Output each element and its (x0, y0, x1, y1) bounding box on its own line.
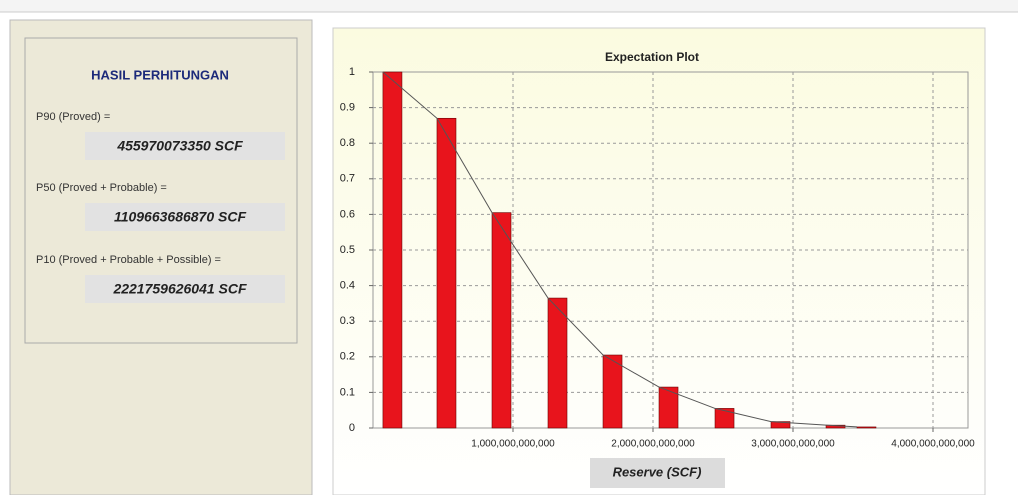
result-label: P10 (Proved + Probable + Possible) = (36, 254, 221, 266)
bar (770, 421, 791, 429)
curve (382, 71, 858, 428)
chart-title: Expectation Plot (605, 50, 699, 64)
y-tick-label: 0 (349, 422, 355, 434)
y-tick-label: 0.4 (340, 280, 355, 292)
bar (602, 354, 623, 429)
x-tick-label: 3,000,000,000,000 (751, 439, 835, 450)
y-tick-label: 0.2 (340, 351, 355, 363)
x-label-box (590, 458, 725, 488)
y-tick-label: 0.5 (340, 244, 355, 256)
bar (547, 297, 568, 429)
y-tick-label: 0.1 (340, 386, 355, 398)
bar (491, 212, 512, 429)
panel-title: HASIL PERHITUNGAN (91, 67, 229, 82)
result-box (85, 275, 285, 303)
result-label: P50 (Proved + Probable) = (36, 182, 167, 194)
result-box (85, 132, 285, 160)
y-tick-label: 0.3 (340, 315, 355, 327)
x-tick-label: 2,000,000,000,000 (611, 439, 695, 450)
result-label: P90 (Proved) = (36, 111, 110, 123)
result-box (85, 203, 285, 231)
bar (658, 386, 679, 429)
x-tick-label: 1,000,000,000,000 (471, 439, 555, 450)
y-tick-label: 0.9 (340, 102, 355, 114)
y-tick-label: 0.6 (340, 208, 355, 220)
y-tick-label: 0.7 (340, 173, 355, 185)
y-tick-label: 0.8 (340, 137, 355, 149)
bar (436, 117, 457, 429)
plot: 0 0.1 0.2 0.3 0.4 0.5 0.6 0.7 0.8 0.9 1 1,000,000,0… (340, 66, 975, 450)
bar (714, 408, 735, 429)
y-tick-label: 1 (349, 66, 355, 78)
result-value: 2221759626041 SCF (112, 281, 247, 297)
bar (856, 426, 877, 429)
tab-strip (0, 0, 1018, 12)
result-value: 1109663686870 SCF (114, 209, 247, 225)
bar (382, 71, 403, 429)
result-value: 455970073350 SCF (116, 138, 243, 154)
result-items: P90 (Proved) = 455970073350 SCF P50 (Prove… (36, 111, 285, 303)
group-box (24, 37, 298, 344)
x-tick-label: 4,000,000,000,000 (891, 439, 975, 450)
x-axis-label: Reserve (SCF) (613, 464, 702, 479)
